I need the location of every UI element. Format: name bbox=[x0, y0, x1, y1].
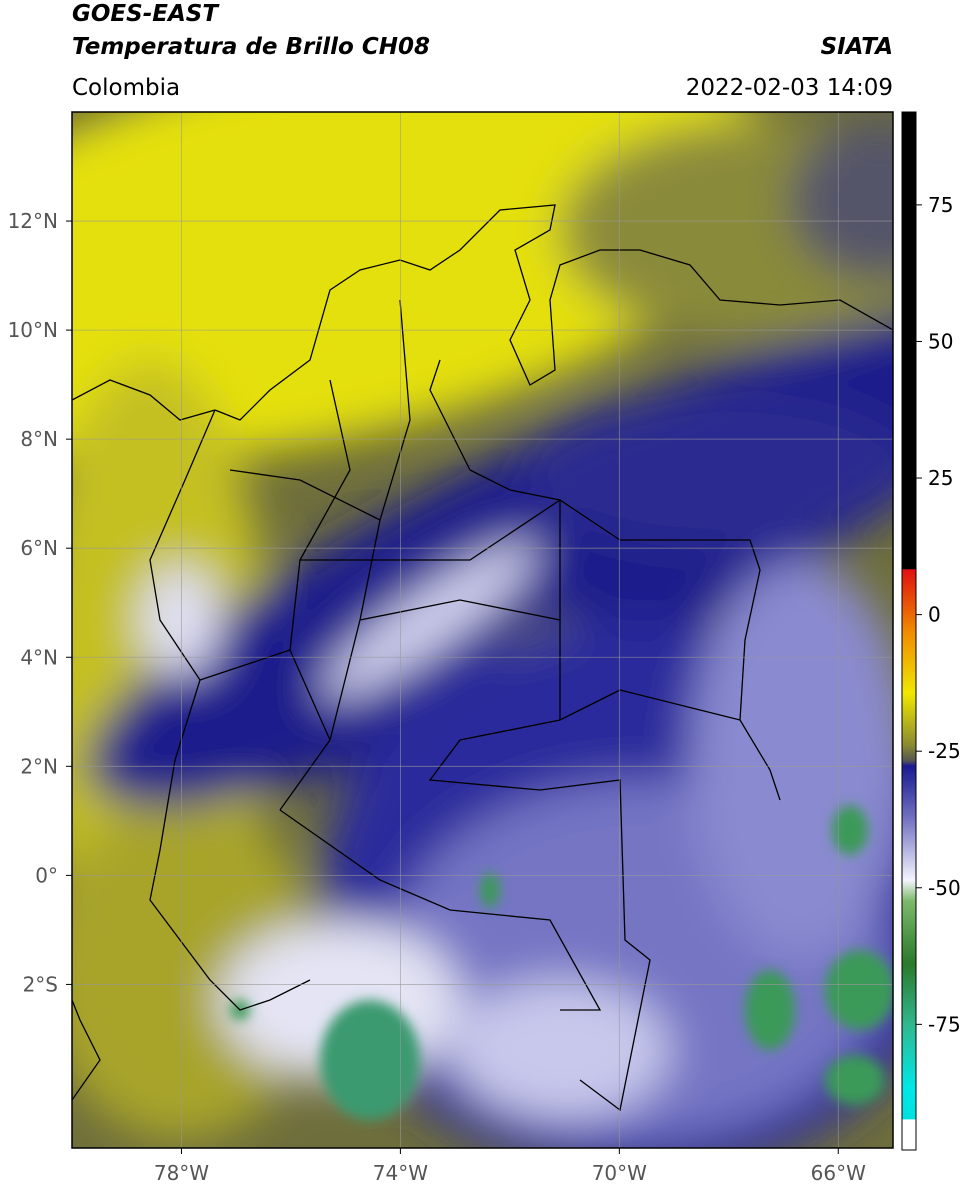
x-tick-label: 66°W bbox=[811, 1161, 866, 1185]
colorbar-tick-label: 0 bbox=[928, 603, 941, 627]
colorbar-tick-label: -25 bbox=[928, 739, 961, 763]
colorbar-tick-label: -75 bbox=[928, 1012, 961, 1036]
y-tick-label: 12°N bbox=[8, 209, 58, 233]
colorbar-tick-label: 25 bbox=[928, 466, 953, 490]
colorbar-tick-label: -50 bbox=[928, 876, 961, 900]
coastline bbox=[214, 204, 893, 421]
y-tick-label: 2°S bbox=[23, 972, 58, 996]
y-tick-label: 10°N bbox=[8, 318, 58, 342]
datetime: 2022-02-03 14:09 bbox=[686, 75, 893, 101]
y-tick-label: 6°N bbox=[20, 536, 58, 560]
x-tick-label: 74°W bbox=[373, 1161, 428, 1185]
y-tick-label: 8°N bbox=[20, 427, 58, 451]
internal-borders bbox=[199, 299, 561, 811]
subtitle: Temperatura de Brillo CH08 bbox=[72, 34, 430, 60]
x-tick-label: 70°W bbox=[592, 1161, 647, 1185]
y-tick-label: 2°N bbox=[20, 754, 58, 778]
y-tick-label: 0° bbox=[35, 863, 58, 887]
source: SIATA bbox=[821, 34, 893, 60]
border bbox=[279, 359, 781, 1112]
x-tick-label: 78°W bbox=[154, 1161, 209, 1185]
title: GOES-EAST bbox=[72, 1, 220, 27]
colorbar-tick-label: 75 bbox=[928, 193, 953, 217]
map-frame bbox=[71, 111, 894, 1149]
region: Colombia bbox=[72, 75, 180, 101]
coastline bbox=[72, 379, 311, 1101]
y-tick-label: 4°N bbox=[20, 645, 58, 669]
colorbar-tick-label: 50 bbox=[928, 329, 953, 353]
colorbar bbox=[901, 111, 917, 1151]
